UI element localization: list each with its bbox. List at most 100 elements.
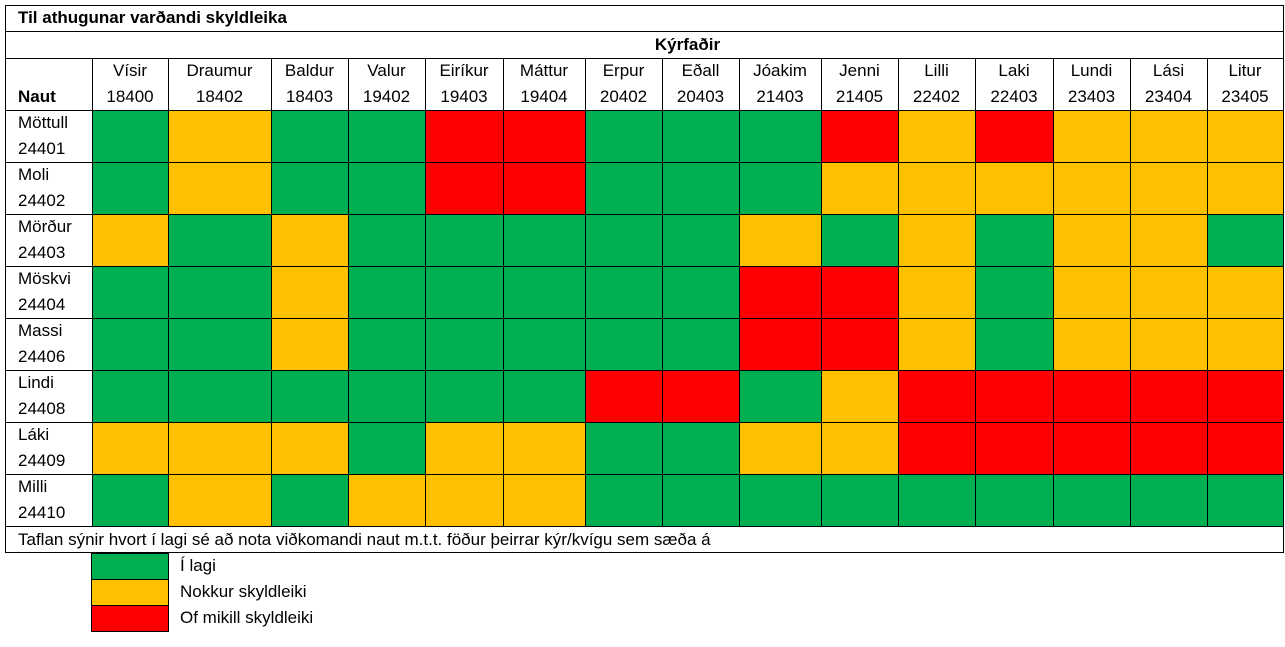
status-cell	[975, 318, 1054, 371]
status-cell	[503, 422, 586, 475]
row-id: 24409	[18, 451, 66, 470]
column-id: 22402	[912, 87, 961, 106]
column-name: Valur	[367, 61, 406, 80]
status-cell	[975, 266, 1054, 319]
status-cell	[1207, 266, 1284, 319]
status-cell	[92, 370, 169, 423]
status-cell	[1053, 474, 1131, 527]
status-cell	[975, 110, 1054, 163]
status-cell	[271, 474, 349, 527]
status-cell	[739, 370, 822, 423]
column-id: 19403	[440, 87, 488, 106]
status-cell	[271, 214, 349, 267]
status-cell	[503, 266, 586, 319]
column-id: 19402	[362, 87, 411, 106]
status-cell	[348, 214, 426, 267]
status-cell	[821, 266, 899, 319]
status-cell	[503, 110, 586, 163]
legend-swatch	[91, 605, 169, 632]
column-name: Jóakim	[753, 61, 807, 80]
status-cell	[1053, 266, 1131, 319]
status-cell	[1053, 370, 1131, 423]
legend-swatch	[91, 579, 169, 606]
footnote: Taflan sýnir hvort í lagi sé að nota við…	[18, 530, 711, 549]
row-id: 24408	[18, 399, 66, 418]
status-cell	[898, 318, 976, 371]
status-cell	[585, 162, 663, 215]
status-cell	[425, 162, 504, 215]
column-name: Erpur	[602, 61, 645, 80]
status-cell	[1207, 422, 1284, 475]
status-cell	[662, 370, 740, 423]
status-cell	[821, 162, 899, 215]
status-cell	[975, 162, 1054, 215]
column-name: Lundi	[1070, 61, 1113, 80]
status-cell	[821, 370, 899, 423]
row-name: Möskvi	[18, 269, 71, 288]
status-cell	[1207, 214, 1284, 267]
column-id: 21403	[756, 87, 804, 106]
status-cell	[425, 370, 504, 423]
column-id: 23405	[1221, 87, 1269, 106]
status-cell	[975, 214, 1054, 267]
status-cell	[503, 318, 586, 371]
status-cell	[425, 266, 504, 319]
status-cell	[348, 110, 426, 163]
column-name: Litur	[1228, 61, 1262, 80]
status-cell	[271, 162, 349, 215]
status-cell	[425, 318, 504, 371]
status-cell	[425, 474, 504, 527]
column-name: Lilli	[924, 61, 949, 80]
status-cell	[168, 474, 272, 527]
status-cell	[348, 318, 426, 371]
status-cell	[425, 214, 504, 267]
legend-label: Of mikill skyldleiki	[180, 608, 314, 627]
column-id: 19404	[520, 87, 568, 106]
column-id: 23403	[1067, 87, 1116, 106]
row-name: Moli	[18, 165, 50, 184]
status-cell	[662, 474, 740, 527]
status-cell	[585, 474, 663, 527]
status-cell	[1130, 110, 1208, 163]
column-name: Eðall	[681, 61, 720, 80]
column-id: 18403	[285, 87, 334, 106]
row-name: Mörður	[18, 217, 72, 236]
status-cell	[348, 266, 426, 319]
status-cell	[271, 370, 349, 423]
legend-label: Í lagi	[180, 556, 216, 575]
column-name: Máttur	[519, 61, 569, 80]
status-cell	[168, 214, 272, 267]
column-id: 18400	[106, 87, 154, 106]
footnote-cell	[5, 526, 1284, 553]
status-cell	[898, 422, 976, 475]
column-id: 21405	[835, 87, 884, 106]
status-cell	[425, 422, 504, 475]
status-cell	[503, 370, 586, 423]
status-cell	[739, 266, 822, 319]
legend-label: Nokkur skyldleiki	[180, 582, 307, 601]
status-cell	[662, 162, 740, 215]
legend-swatch	[91, 553, 169, 580]
status-cell	[92, 214, 169, 267]
status-cell	[739, 162, 822, 215]
status-cell	[1130, 214, 1208, 267]
status-cell	[1207, 474, 1284, 527]
status-cell	[503, 214, 586, 267]
row-name: Láki	[18, 425, 50, 444]
status-cell	[662, 110, 740, 163]
column-name: Eiríkur	[439, 61, 489, 80]
status-cell	[168, 162, 272, 215]
status-cell	[1053, 214, 1131, 267]
row-id: 24402	[18, 191, 66, 210]
status-cell	[1053, 422, 1131, 475]
row-id: 24410	[18, 503, 66, 522]
status-cell	[348, 370, 426, 423]
status-cell	[271, 318, 349, 371]
status-cell	[271, 422, 349, 475]
status-cell	[168, 318, 272, 371]
status-cell	[92, 474, 169, 527]
row-id: 24403	[18, 243, 66, 262]
status-cell	[92, 162, 169, 215]
status-cell	[1207, 162, 1284, 215]
status-cell	[271, 110, 349, 163]
